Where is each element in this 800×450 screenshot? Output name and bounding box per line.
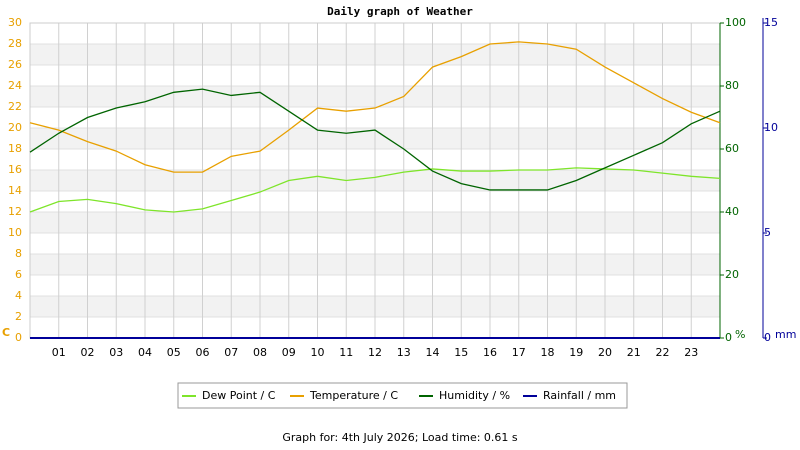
y-tick-label: 24 — [8, 79, 22, 92]
y2-tick-label: 20 — [725, 268, 739, 281]
y-tick-label: 28 — [8, 37, 22, 50]
y-tick-label: 2 — [15, 310, 22, 323]
y2-tick-label: 80 — [725, 79, 739, 92]
x-tick-label: 07 — [224, 346, 238, 359]
y-tick-label: 20 — [8, 121, 22, 134]
x-tick-label: 10 — [311, 346, 325, 359]
y2-tick-label: 0 — [725, 331, 732, 344]
x-tick-label: 13 — [397, 346, 411, 359]
y-tick-label: 22 — [8, 100, 22, 113]
x-tick-label: 23 — [684, 346, 698, 359]
series-line — [29, 88, 721, 191]
x-tick-label: 04 — [138, 346, 152, 359]
y-tick-label: 14 — [8, 184, 22, 197]
y3-tick-label: 5 — [764, 226, 771, 239]
legend-box — [177, 382, 628, 409]
y3-tick-label: 0 — [764, 331, 771, 344]
series-line — [29, 167, 721, 213]
x-tick-label: 18 — [541, 346, 555, 359]
y2-axis-label: % — [735, 328, 745, 341]
y3-axis-label: mm — [775, 328, 796, 341]
x-tick-label: 17 — [512, 346, 526, 359]
x-tick-label: 03 — [109, 346, 123, 359]
footer: Graph for: 4th July 2026; Load time: 0.6… — [282, 431, 518, 444]
x-tick-label: 16 — [483, 346, 497, 359]
y3-tick-label: 15 — [764, 16, 778, 29]
x-tick-label: 05 — [167, 346, 181, 359]
legend-label: Humidity / % — [439, 389, 510, 402]
x-tick-label: 12 — [368, 346, 382, 359]
x-tick-label: 06 — [196, 346, 210, 359]
series-line — [29, 41, 721, 173]
y-tick-label: 6 — [15, 268, 22, 281]
y-tick-label: 18 — [8, 142, 22, 155]
x-tick-label: 21 — [627, 346, 641, 359]
x-tick-label: 22 — [656, 346, 670, 359]
y-tick-label: 10 — [8, 226, 22, 239]
y-tick-label: 26 — [8, 58, 22, 71]
y3-tick-label: 10 — [764, 121, 778, 134]
x-tick-label: 11 — [339, 346, 353, 359]
y-tick-label: 0 — [15, 331, 22, 344]
legend-label: Temperature / C — [309, 389, 398, 402]
y-axis-label: C — [2, 326, 10, 339]
y-tick-label: 12 — [8, 205, 22, 218]
y-tick-label: 8 — [15, 247, 22, 260]
x-tick-label: 08 — [253, 346, 267, 359]
y-tick-label: 4 — [15, 289, 22, 302]
x-tick-label: 19 — [569, 346, 583, 359]
legend-label: Dew Point / C — [202, 389, 276, 402]
y2-tick-label: 40 — [725, 205, 739, 218]
y-tick-label: 16 — [8, 163, 22, 176]
x-tick-label: 15 — [454, 346, 468, 359]
legend-label: Rainfall / mm — [543, 389, 616, 402]
x-tick-label: 20 — [598, 346, 612, 359]
chart-title: Daily graph of Weather — [327, 5, 473, 18]
x-tick-label: 09 — [282, 346, 296, 359]
y2-tick-label: 100 — [725, 16, 746, 29]
x-tick-label: 01 — [52, 346, 66, 359]
y-tick-label: 30 — [8, 16, 22, 29]
x-tick-label: 14 — [426, 346, 440, 359]
y2-tick-label: 60 — [725, 142, 739, 155]
x-tick-label: 02 — [81, 346, 95, 359]
